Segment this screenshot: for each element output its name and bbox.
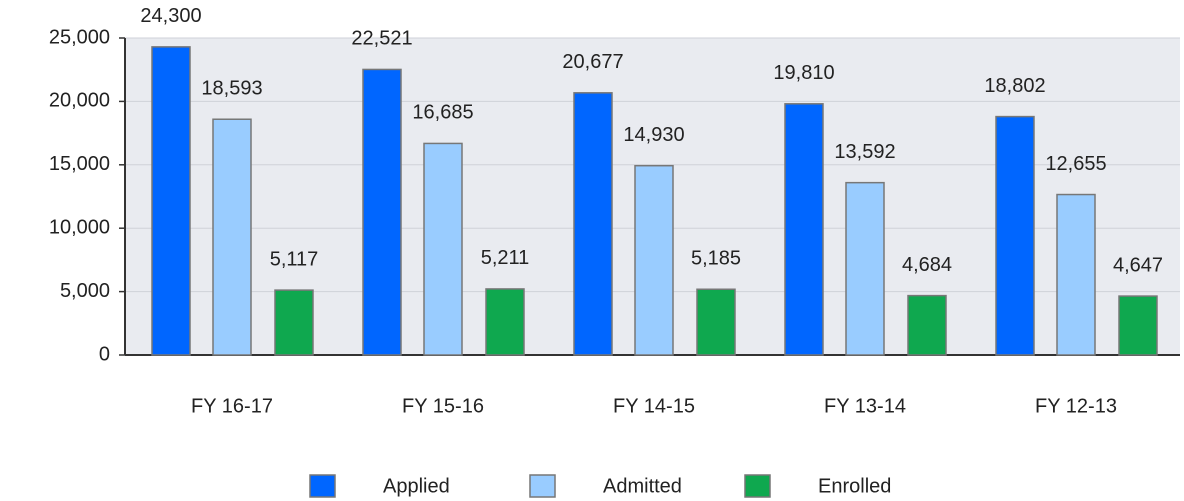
data-label: 4,684 — [902, 254, 952, 276]
bar — [151, 46, 191, 356]
bar — [907, 294, 947, 356]
data-label: 13,592 — [834, 141, 895, 163]
data-label: 19,810 — [773, 62, 834, 84]
legend-label: Enrolled — [818, 475, 891, 497]
bar — [784, 103, 824, 356]
bar — [634, 164, 674, 356]
data-label: 24,300 — [140, 5, 201, 27]
bar — [212, 118, 252, 356]
y-tick-label: 5,000 — [60, 280, 110, 302]
bar — [845, 181, 885, 356]
data-label: 5,117 — [270, 248, 319, 270]
x-tick-label: FY 14-15 — [613, 395, 695, 417]
data-label: 18,593 — [201, 78, 262, 100]
bar — [274, 289, 314, 356]
y-tick-label: 25,000 — [49, 26, 110, 48]
legend-label: Applied — [383, 475, 450, 497]
legend-swatch — [744, 474, 771, 498]
x-tick-label: FY 13-14 — [824, 395, 906, 417]
y-tick-label: 15,000 — [49, 153, 110, 175]
x-tick-label: FY 16-17 — [191, 395, 273, 417]
bar — [995, 115, 1035, 356]
bar — [696, 288, 736, 356]
y-tick-label: 0 — [99, 343, 110, 365]
data-label: 5,185 — [691, 248, 741, 270]
data-label: 14,930 — [623, 124, 684, 146]
x-tick-label: FY 15-16 — [402, 395, 484, 417]
bar — [1056, 193, 1096, 356]
legend-swatch — [529, 474, 556, 498]
data-label: 22,521 — [351, 28, 412, 50]
bar — [573, 92, 613, 356]
data-label: 16,685 — [412, 102, 473, 124]
data-label: 5,211 — [481, 247, 530, 269]
data-label: 18,802 — [984, 75, 1045, 97]
y-tick-label: 20,000 — [49, 90, 110, 112]
bar — [1118, 295, 1158, 356]
legend-label: Admitted — [603, 475, 682, 497]
data-label: 12,655 — [1045, 153, 1106, 175]
bar — [362, 68, 402, 356]
data-label: 4,647 — [1113, 254, 1163, 276]
bar — [485, 288, 525, 356]
x-tick-label: FY 12-13 — [1035, 395, 1117, 417]
legend-swatch — [309, 474, 336, 498]
data-label: 20,677 — [562, 51, 623, 73]
bar — [423, 142, 463, 356]
y-tick-label: 10,000 — [49, 216, 110, 238]
